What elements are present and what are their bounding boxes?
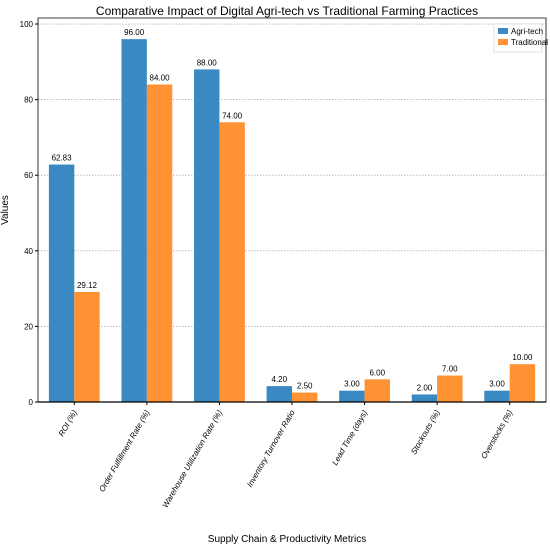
- bar: [339, 390, 365, 402]
- bar: [484, 390, 510, 402]
- x-tick-label: Inventory Turnover Ratio: [245, 408, 297, 489]
- y-tick-label: 0: [29, 398, 34, 407]
- bar: [219, 122, 245, 402]
- bar: [74, 291, 100, 402]
- value-label: 10.00: [512, 353, 533, 362]
- bar: [146, 84, 173, 402]
- x-axis-label: Supply Chain & Productivity Metrics: [208, 534, 366, 545]
- value-label: 96.00: [124, 28, 145, 37]
- legend-label: Agri-tech: [511, 27, 543, 36]
- value-label: 3.00: [489, 380, 505, 389]
- y-tick-label: 60: [24, 171, 33, 180]
- x-tick-label: Lead Time (days): [330, 408, 369, 467]
- y-tick-label: 20: [24, 322, 33, 331]
- y-tick-label: 80: [24, 96, 33, 105]
- y-axis-label: Values: [0, 195, 11, 225]
- bar: [364, 379, 390, 402]
- axes-frame: [37, 17, 547, 403]
- bar: [509, 364, 536, 402]
- legend-swatch: [498, 28, 508, 34]
- bar: [411, 394, 438, 402]
- bar: [437, 375, 463, 402]
- y-tick-label: 40: [24, 247, 33, 256]
- value-label: 2.50: [297, 382, 313, 391]
- value-label: 84.00: [150, 74, 171, 83]
- x-tick-label: Stockouts (%): [409, 408, 442, 456]
- x-tick-label: Overstocks (%): [479, 408, 514, 460]
- bar: [292, 392, 318, 402]
- legend-label: Traditional: [511, 38, 548, 47]
- value-label: 2.00: [417, 383, 433, 392]
- bar: [266, 386, 292, 402]
- value-label: 29.12: [77, 281, 98, 290]
- legend-swatch: [498, 39, 508, 45]
- x-tick-label: Order Fulfillment Rate (%): [97, 408, 151, 493]
- chart-title: Comparative Impact of Digital Agri-tech …: [96, 4, 478, 18]
- value-label: 3.00: [344, 380, 360, 389]
- y-tick-label: 100: [20, 20, 34, 29]
- bar: [121, 39, 147, 403]
- value-label: 6.00: [369, 368, 385, 377]
- value-label: 62.83: [52, 154, 73, 163]
- bar: [194, 69, 220, 402]
- x-tick-label: Warehouse Utilization Rate (%): [161, 408, 225, 509]
- value-label: 7.00: [442, 365, 458, 374]
- x-tick-label: ROI (%): [57, 408, 79, 438]
- value-label: 4.20: [272, 375, 288, 384]
- bar: [48, 164, 75, 402]
- value-label: 88.00: [197, 58, 218, 67]
- value-label: 74.00: [222, 111, 243, 120]
